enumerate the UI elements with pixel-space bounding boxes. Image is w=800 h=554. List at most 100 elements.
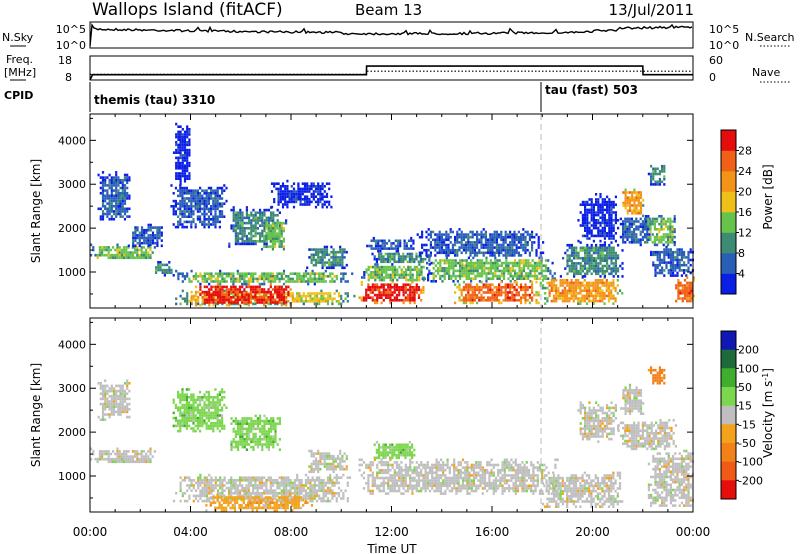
data-cell — [443, 261, 446, 265]
data-cell — [387, 291, 390, 294]
data-cell — [671, 233, 674, 236]
data-cell — [467, 288, 470, 292]
data-cell — [143, 239, 146, 242]
data-cell — [196, 197, 199, 200]
data-cell — [105, 253, 108, 257]
colorbar-swatch — [721, 253, 736, 274]
data-cell — [465, 301, 468, 305]
data-cell — [389, 291, 392, 294]
data-cell — [303, 200, 307, 204]
data-cell — [243, 216, 246, 220]
data-cell — [509, 261, 512, 265]
data-cell — [367, 265, 370, 269]
data-cell — [487, 291, 490, 294]
data-cell — [243, 298, 246, 302]
data-cell — [599, 239, 602, 243]
data-cell — [185, 215, 188, 218]
data-cell — [421, 235, 424, 239]
data-cell — [393, 299, 396, 302]
data-cell — [513, 235, 516, 239]
data-cell — [493, 293, 496, 297]
data-cell — [606, 262, 609, 265]
data-cell — [260, 277, 264, 281]
data-cell — [194, 303, 198, 307]
data-cell — [340, 280, 343, 283]
data-cell — [432, 246, 435, 249]
data-cell — [533, 264, 536, 267]
data-cell — [378, 278, 381, 282]
data-cell — [216, 186, 219, 190]
data-cell — [688, 292, 691, 295]
data-cell — [275, 187, 278, 191]
data-cell — [119, 191, 122, 195]
data-cell — [418, 276, 421, 279]
data-cell — [263, 245, 266, 248]
data-cell — [301, 187, 304, 191]
data-cell — [595, 262, 598, 265]
data-cell — [181, 210, 184, 213]
data-cell — [506, 243, 509, 247]
data-cell — [402, 265, 405, 269]
data-cell — [112, 176, 116, 179]
data-cell — [126, 173, 129, 177]
freq-panel: Freq. [MHz] 18 8 60 0 Nave — [4, 53, 790, 84]
data-cell — [160, 239, 163, 242]
data-cell — [630, 225, 633, 228]
data-cell — [373, 288, 377, 292]
data-cell — [614, 289, 617, 292]
data-cell — [440, 246, 443, 249]
data-cell — [374, 268, 377, 271]
data-cell — [622, 225, 625, 228]
data-cell — [536, 267, 539, 270]
data-cell — [181, 138, 184, 141]
data-cell — [581, 256, 584, 260]
data-cell — [99, 191, 102, 195]
data-cell — [199, 210, 202, 213]
data-cell — [603, 221, 606, 225]
data-cell — [531, 233, 534, 236]
data-cell — [383, 271, 386, 274]
data-cell — [592, 297, 595, 300]
data-cell — [396, 271, 399, 274]
data-cell — [377, 242, 380, 245]
data-cell — [269, 232, 272, 235]
data-cell — [518, 264, 521, 267]
data-cell — [496, 267, 499, 270]
data-cell — [313, 280, 316, 283]
data-cell — [676, 248, 679, 251]
data-cell — [588, 211, 591, 214]
data-cell — [188, 192, 191, 195]
data-cell — [101, 384, 105, 388]
data-cell — [314, 187, 318, 191]
data-cell — [280, 293, 283, 296]
data-cell — [642, 204, 645, 207]
data-cell — [108, 405, 111, 408]
data-cell — [511, 233, 514, 236]
data-cell — [140, 241, 144, 245]
data-cell — [280, 224, 283, 228]
data-cell — [221, 186, 224, 190]
data-cell — [101, 212, 105, 216]
data-cell — [382, 283, 385, 286]
data-cell — [328, 187, 331, 191]
data-cell — [307, 277, 310, 281]
data-cell — [649, 238, 652, 241]
data-cell — [325, 182, 329, 185]
data-cell — [140, 457, 143, 461]
data-cell — [660, 215, 663, 218]
data-cell — [147, 455, 150, 458]
data-cell — [263, 293, 266, 296]
data-cell — [678, 248, 681, 251]
data-cell — [336, 258, 340, 262]
data-cell — [119, 212, 122, 216]
data-cell — [661, 167, 664, 171]
data-cell — [183, 164, 187, 167]
data-cell — [212, 301, 215, 304]
nsky-frame — [89, 21, 694, 49]
data-cell — [612, 294, 615, 298]
data-cell — [112, 256, 115, 260]
data-cell — [570, 267, 573, 270]
data-cell — [214, 220, 217, 224]
data-cell — [96, 460, 99, 464]
data-cell — [314, 253, 318, 257]
